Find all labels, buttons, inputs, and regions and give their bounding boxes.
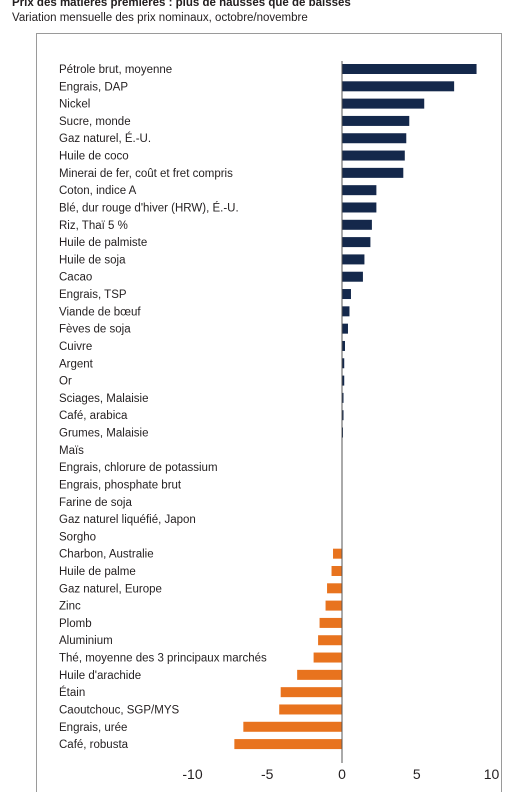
bar (333, 548, 342, 559)
category-label: Maïs (59, 445, 84, 457)
bar (342, 64, 477, 74)
bar (342, 254, 365, 265)
bar (342, 340, 345, 351)
category-label: Minerai de fer, coût et fret compris (59, 168, 233, 180)
bar (342, 81, 455, 92)
bar (342, 410, 344, 421)
category-label: Fèves de soja (59, 324, 131, 336)
category-label: Huile de palmiste (59, 237, 147, 249)
category-label: Huile d'arachide (59, 670, 141, 682)
category-label: Blé, dur rouge d'hiver (HRW), É.-U. (59, 201, 239, 214)
category-label: Pétrole brut, moyenne (59, 64, 172, 76)
bar (342, 98, 425, 109)
category-label: Engrais, phosphate brut (59, 479, 182, 491)
category-label: Plomb (59, 618, 92, 630)
category-label: Caoutchouc, SGP/MYS (59, 704, 179, 716)
x-tick-label: 0 (338, 766, 346, 782)
bar (297, 669, 342, 680)
category-label: Café, robusta (59, 739, 129, 751)
bar (342, 289, 351, 300)
category-label: Engrais, TSP (59, 289, 127, 301)
bar (279, 704, 342, 715)
bar (327, 583, 342, 594)
category-label: Riz, Thaï 5 % (59, 220, 128, 232)
category-label: Cuivre (59, 341, 92, 353)
x-tick-label: 5 (413, 766, 421, 782)
category-label: Huile de coco (59, 151, 129, 163)
category-label: Sciages, Malaisie (59, 393, 148, 405)
category-label: Aluminium (59, 635, 113, 647)
category-label: Sucre, monde (59, 116, 131, 128)
category-label: Engrais, chlorure de potassium (59, 462, 218, 474)
category-label: Thé, moyenne des 3 principaux marchés (59, 653, 267, 665)
chart-title: Prix des matières premières : plus de ha… (12, 0, 351, 9)
bar (342, 237, 371, 248)
bar (342, 323, 348, 334)
bar (342, 150, 405, 161)
category-label: Huile de soja (59, 254, 126, 266)
category-label: Grumes, Malaisie (59, 428, 148, 440)
tick-labels: -10 -5 0 5 10 (182, 766, 499, 782)
category-label: Gaz naturel, É.-U. (59, 132, 151, 145)
category-label: Or (59, 376, 72, 388)
bar (342, 392, 344, 403)
bar (234, 739, 342, 750)
chart-subtitle: Variation mensuelle des prix nominaux, o… (12, 12, 308, 24)
bar (331, 565, 342, 576)
bars (234, 64, 477, 750)
category-label: Huile de palme (59, 566, 136, 578)
category-label: Argent (59, 358, 94, 370)
x-tick-label: -5 (261, 766, 274, 782)
category-label: Zinc (59, 601, 81, 613)
bar (325, 600, 342, 611)
bar (342, 185, 377, 196)
category-label: Sorgho (59, 531, 96, 543)
x-tick-label: 10 (484, 766, 500, 782)
category-label: Coton, indice A (59, 185, 137, 197)
category-label: Cacao (59, 272, 92, 284)
category-label: Engrais, DAP (59, 81, 128, 93)
bar (280, 687, 342, 698)
bar (342, 271, 363, 282)
bar (342, 115, 410, 126)
bar (318, 635, 342, 646)
category-label: Gaz naturel liquéfié, Japon (59, 514, 196, 526)
category-label: Café, arabica (59, 410, 128, 422)
bar (313, 652, 342, 663)
x-tick-label: -10 (182, 766, 202, 782)
bar (342, 167, 404, 178)
category-label: Viande de bœuf (59, 306, 141, 318)
bar (342, 375, 345, 386)
bar (342, 358, 345, 369)
bar (342, 219, 372, 230)
bar (342, 133, 407, 144)
category-label: Gaz naturel, Europe (59, 583, 162, 595)
bar (342, 306, 350, 317)
chart-frame (36, 33, 502, 792)
bar (342, 202, 377, 213)
category-label: Charbon, Australie (59, 549, 154, 561)
category-label: Étain (59, 686, 85, 699)
bar (243, 721, 342, 732)
category-label: Engrais, urée (59, 722, 127, 734)
category-label: Nickel (59, 99, 90, 111)
category-label: Farine de soja (59, 497, 132, 509)
bar (319, 617, 342, 628)
category-labels: Pétrole brut, moyenne Engrais, DAP Nickel S… (59, 64, 267, 751)
